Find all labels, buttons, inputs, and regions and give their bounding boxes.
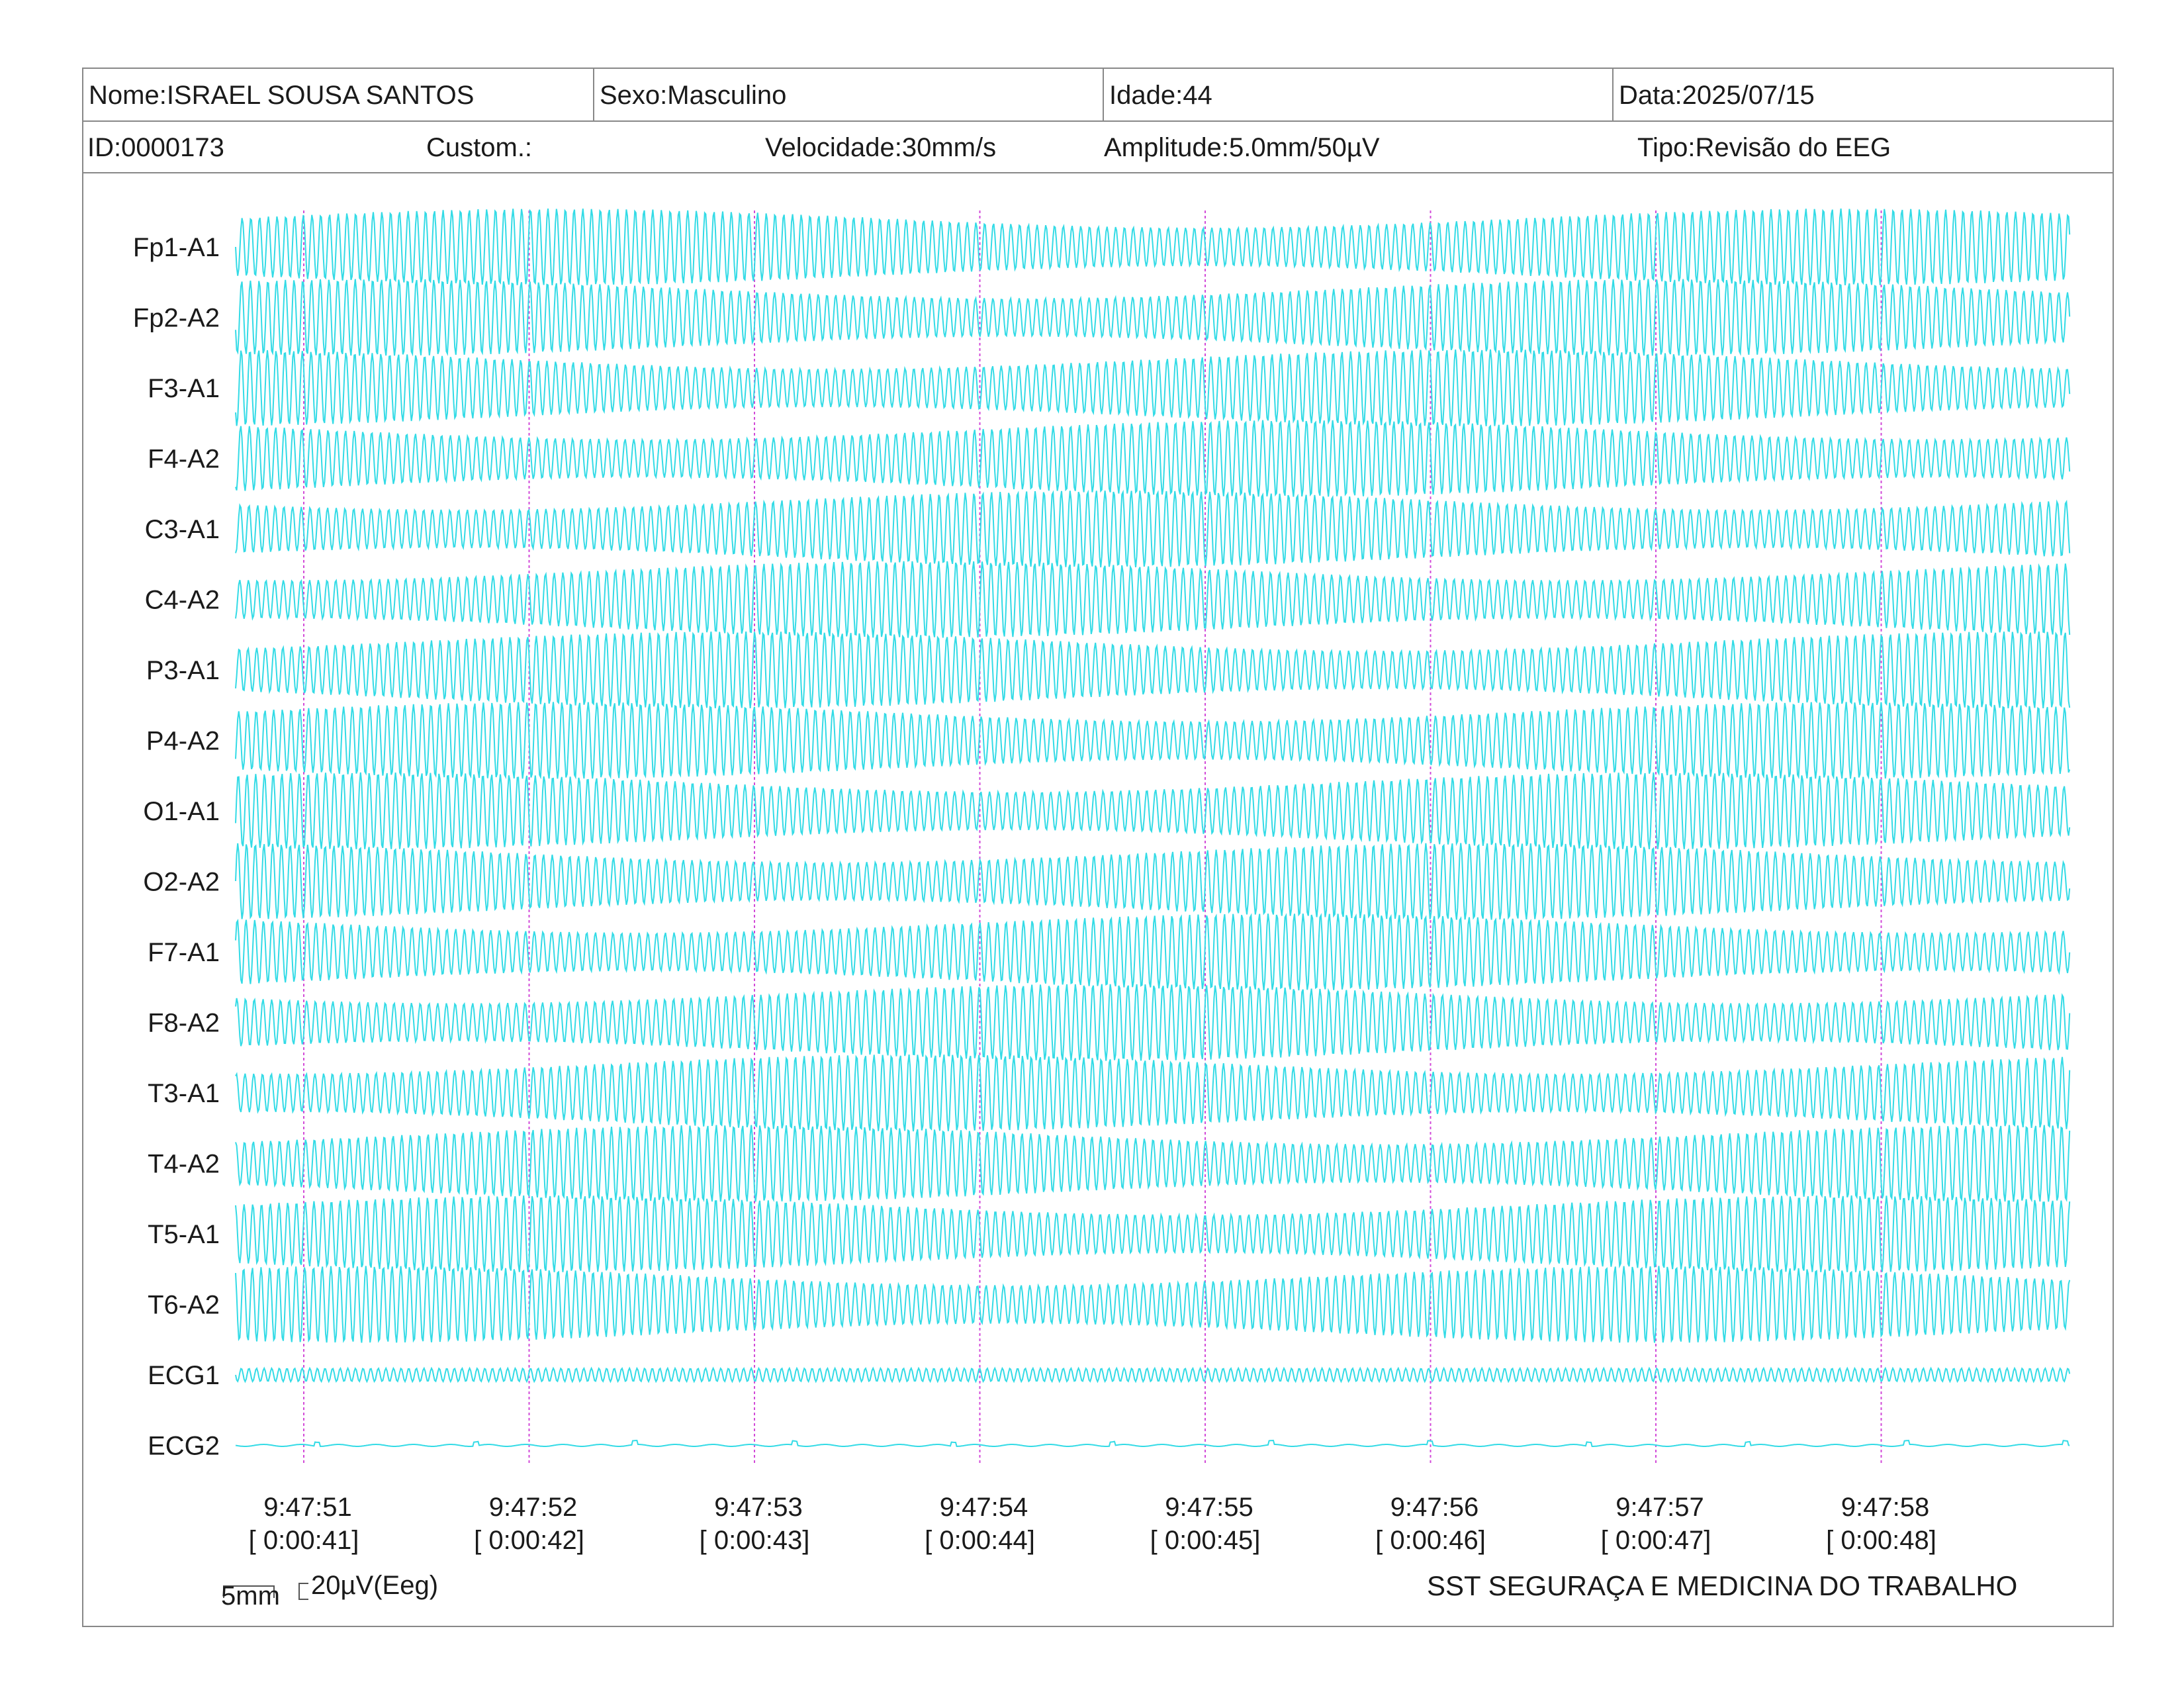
patient-sex: Sexo:Masculino <box>593 69 1103 120</box>
elapsed-time-label: [ 0:00:45] <box>1150 1526 1261 1555</box>
channel-labels: Fp1-A1 Fp2-A2 F3-A1 F4-A2 C3-A1 C4-A2 P3-A1 P4-… <box>133 233 220 1461</box>
channel-trace <box>235 984 2071 1061</box>
channel-label: Fp2-A2 <box>133 304 220 333</box>
elapsed-time-label: [ 0:00:41] <box>249 1526 359 1555</box>
channel-label: P4-A2 <box>146 727 220 756</box>
channel-trace <box>235 702 2071 780</box>
channel-label: F3-A1 <box>148 374 220 403</box>
report-frame: Nome:ISRAEL SOUSA SANTOS Sexo:Masculino … <box>82 68 2114 1627</box>
channel-label: F4-A2 <box>148 445 220 474</box>
channel-trace <box>235 420 2071 497</box>
patient-age: Idade:44 <box>1103 69 1612 120</box>
channel-trace <box>235 489 2071 568</box>
elapsed-time-label: [ 0:00:47] <box>1601 1526 1711 1555</box>
channel-label: T5-A1 <box>148 1220 220 1249</box>
channel-label: F8-A2 <box>148 1009 220 1038</box>
channel-trace <box>235 1266 2071 1343</box>
patient-id: ID:0000173 <box>87 133 224 162</box>
company-name: SST SEGURAÇA E MEDICINA DO TRABALHO <box>1427 1570 2018 1601</box>
elapsed-time-label: [ 0:00:43] <box>700 1526 810 1555</box>
elapsed-time-label: [ 0:00:46] <box>1375 1526 1486 1555</box>
clock-time-label: 9:47:54 <box>940 1493 1028 1522</box>
clock-time-label: 9:47:51 <box>263 1493 351 1522</box>
channel-trace <box>235 1366 2071 1383</box>
eeg-traces <box>235 208 2071 1448</box>
clock-time-label: 9:47:55 <box>1165 1493 1253 1522</box>
channel-label: T6-A2 <box>148 1291 220 1320</box>
clock-time-label: 9:47:56 <box>1390 1493 1479 1522</box>
speed-setting: Velocidade:30mm/s <box>765 133 997 162</box>
channel-trace <box>235 631 2071 709</box>
channel-label: ECG2 <box>148 1432 220 1461</box>
channel-label: O2-A2 <box>143 868 220 897</box>
channel-trace <box>235 1195 2071 1272</box>
clock-time-label: 9:47:53 <box>714 1493 802 1522</box>
clock-time-label: 9:47:57 <box>1615 1493 1704 1522</box>
clock-time-label: 9:47:52 <box>489 1493 577 1522</box>
channel-label: T4-A2 <box>148 1150 220 1179</box>
custom-field: Custom.: <box>426 133 533 162</box>
time-scale-bracket <box>223 1585 275 1598</box>
elapsed-time-label: [ 0:00:48] <box>1826 1526 1936 1555</box>
patient-name: Nome:ISRAEL SOUSA SANTOS <box>89 81 475 110</box>
channel-label: T3-A1 <box>148 1079 220 1108</box>
channel-label: P3-A1 <box>146 656 220 685</box>
channel-trace <box>235 349 2071 426</box>
scale-bar: 5mm 20µV(Eeg) <box>221 1571 438 1611</box>
channel-label: C3-A1 <box>145 515 220 544</box>
channel-trace <box>235 1054 2071 1132</box>
exam-date: Data:2025/07/15 <box>1612 69 2113 120</box>
elapsed-time-label: [ 0:00:44] <box>925 1526 1035 1555</box>
channel-trace <box>235 913 2071 991</box>
channel-label: ECG1 <box>148 1361 220 1390</box>
header-row-patient: Nome:ISRAEL SOUSA SANTOS Sexo:Masculino … <box>83 69 2113 122</box>
channel-label: Fp1-A1 <box>133 233 220 262</box>
channel-label: F7-A1 <box>148 938 220 967</box>
channel-label: O1-A1 <box>143 797 220 826</box>
exam-type: Tipo:Revisão do EEG <box>1637 133 1891 162</box>
channel-trace <box>235 208 2071 286</box>
elapsed-time-label: [ 0:00:42] <box>474 1526 584 1555</box>
time-scale-label: 5mm <box>221 1581 280 1611</box>
channel-trace <box>235 1125 2071 1203</box>
channel-trace <box>235 772 2071 849</box>
amp-scale-label: 20µV(Eeg) <box>311 1571 438 1600</box>
amplitude-setting: Amplitude:5.0mm/50µV <box>1104 133 1380 162</box>
channel-trace <box>235 1439 2070 1448</box>
amp-scale-bracket <box>298 1583 308 1600</box>
channel-trace <box>235 279 2071 357</box>
header-row-settings: ID:0000173 Custom.: Velocidade:30mm/s Am… <box>83 122 2113 173</box>
channel-label: C4-A2 <box>145 586 220 615</box>
channel-trace <box>235 561 2071 638</box>
clock-time-label: 9:47:58 <box>1841 1493 1929 1522</box>
channel-trace <box>235 843 2071 920</box>
time-labels: 9:47:51 [ 0:00:41] 9:47:52 [ 0:00:42] 9:47:5… <box>249 1493 1936 1555</box>
